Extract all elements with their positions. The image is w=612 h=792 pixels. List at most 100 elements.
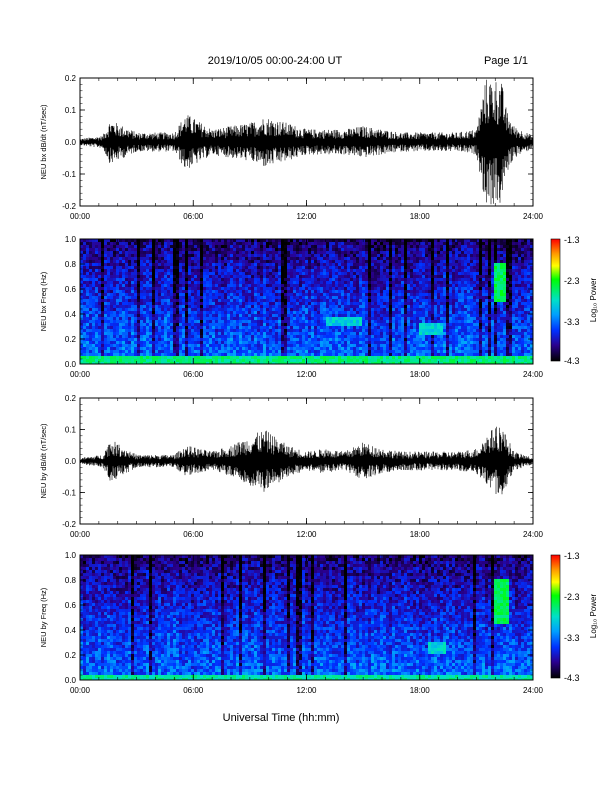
spectrogram-cell xyxy=(98,329,101,332)
spectrogram-cell xyxy=(311,257,314,260)
spectrogram-cell xyxy=(233,296,236,299)
spectrogram-cell xyxy=(245,284,248,287)
spectrogram-cell xyxy=(353,299,356,302)
spectrogram-cell xyxy=(254,350,257,353)
spectrogram-cell xyxy=(185,284,188,287)
spectrogram-cell xyxy=(230,341,233,344)
spectrogram-cell xyxy=(122,263,125,266)
spectrogram-cell xyxy=(113,341,116,344)
spectrogram-cell xyxy=(281,245,284,248)
spectrogram-cell xyxy=(392,251,395,254)
spectrogram-cell xyxy=(242,239,245,242)
spectrogram-cell xyxy=(179,248,182,251)
spectrogram-cell xyxy=(86,362,89,364)
spectrogram-cell xyxy=(299,254,302,257)
spectrogram-cell xyxy=(134,248,137,251)
spectrogram-cell xyxy=(89,245,92,248)
spectrogram-cell xyxy=(191,326,194,329)
spectrogram-cell xyxy=(407,311,410,314)
spectrogram-cell xyxy=(146,299,149,302)
spectrogram-cell xyxy=(179,302,182,305)
spectrogram-cell xyxy=(248,263,251,266)
spectrogram-cell xyxy=(389,284,392,287)
spectrogram-cell xyxy=(308,338,311,341)
spectrogram-cell xyxy=(413,254,416,257)
spectrogram-cell xyxy=(419,293,422,296)
spectrogram-cell xyxy=(260,278,263,281)
spectrogram-cell xyxy=(356,359,359,362)
spectrogram-cell xyxy=(98,248,101,251)
spectrogram-cell xyxy=(338,293,341,296)
spectrogram-cell xyxy=(209,299,212,302)
spectrogram-cell xyxy=(251,329,254,332)
spectrogram-cell xyxy=(350,347,353,350)
spectrogram-cell xyxy=(275,362,278,364)
spectrogram-cell xyxy=(131,317,134,320)
spectrogram-cell xyxy=(269,263,272,266)
spectrogram-cell xyxy=(281,263,284,266)
spectrogram-cell xyxy=(116,275,119,278)
spectrogram-cell xyxy=(158,341,161,344)
spectrogram-cell xyxy=(257,278,260,281)
spectrogram-cell xyxy=(395,320,398,323)
spectrogram-cell xyxy=(107,320,110,323)
spectrogram-cell xyxy=(158,242,161,245)
spectrogram-cell xyxy=(104,242,107,245)
spectrogram-cell xyxy=(86,278,89,281)
spectrogram-cell xyxy=(209,248,212,251)
spectrogram-cell xyxy=(281,275,284,278)
spectrogram-cell xyxy=(80,362,83,364)
spectrogram-cell xyxy=(182,275,185,278)
spectrogram-cell xyxy=(152,290,155,293)
spectrogram-cell xyxy=(314,245,317,248)
spectrogram-cell xyxy=(377,311,380,314)
spectrogram-cell xyxy=(320,341,323,344)
spectrogram-cell xyxy=(236,257,239,260)
spectrogram-cell xyxy=(113,302,116,305)
spectrogram-cell xyxy=(389,344,392,347)
spectrogram-cell xyxy=(182,332,185,335)
spectrogram-cell xyxy=(113,335,116,338)
spectrogram-cell xyxy=(164,242,167,245)
y-axis-label: NEU bx dB/dt (nT/sec) xyxy=(39,104,48,180)
spectrogram-cell xyxy=(305,320,308,323)
spectrogram-cell xyxy=(407,359,410,362)
spectrogram-cell xyxy=(371,251,374,254)
spectrogram-cell xyxy=(251,338,254,341)
spectrogram-cell xyxy=(212,263,215,266)
spectrogram-cell xyxy=(278,308,281,311)
spectrogram-cell xyxy=(332,248,335,251)
spectrogram-cell xyxy=(329,353,332,356)
spectrogram-cell xyxy=(329,302,332,305)
spectrogram-cell xyxy=(323,287,326,290)
spectrogram-cell xyxy=(389,245,392,248)
spectrogram-cell xyxy=(332,269,335,272)
spectrogram-cell xyxy=(404,284,407,287)
spectrogram-cell xyxy=(377,263,380,266)
spectrogram-cell xyxy=(110,257,113,260)
spectrogram-cell xyxy=(203,350,206,353)
spectrogram-cell xyxy=(164,269,167,272)
spectrogram-cell xyxy=(422,281,425,284)
spectrogram-cell xyxy=(413,356,416,359)
spectrogram-cell xyxy=(101,305,104,308)
spectrogram-cell xyxy=(314,329,317,332)
spectrogram-cell xyxy=(263,359,266,362)
spectrogram-cell xyxy=(269,350,272,353)
spectrogram-cell xyxy=(224,326,227,329)
spectrogram-cell xyxy=(155,290,158,293)
spectrogram-cell xyxy=(326,350,329,353)
spectrogram-cell xyxy=(212,299,215,302)
spectrogram-cell xyxy=(125,305,128,308)
spectrogram-cell xyxy=(296,302,299,305)
spectrogram-cell xyxy=(191,272,194,275)
spectrogram-cell xyxy=(209,344,212,347)
spectrogram-cell xyxy=(374,239,377,242)
spectrogram-cell xyxy=(404,344,407,347)
spectrogram-cell xyxy=(410,347,413,350)
spectrogram-cell xyxy=(329,287,332,290)
spectrogram-cell xyxy=(299,353,302,356)
spectrogram-cell xyxy=(131,356,134,359)
spectrogram-cell xyxy=(416,278,419,281)
spectrogram-cell xyxy=(287,257,290,260)
